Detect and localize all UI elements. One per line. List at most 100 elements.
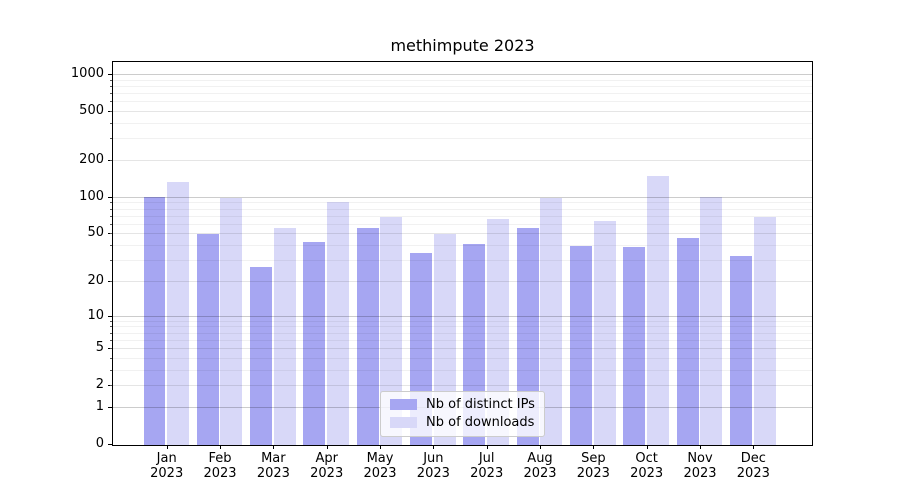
- bar-downloads: [700, 197, 723, 445]
- gridline-major: [113, 315, 812, 317]
- x-tick: [700, 445, 701, 449]
- bar-downloads: [540, 197, 563, 445]
- gridline-mid: [113, 280, 812, 282]
- x-tick-label: Nov 2023: [683, 451, 717, 481]
- bar-distinct-ips: [303, 242, 326, 445]
- x-tick-label: Jun 2023: [416, 451, 450, 481]
- x-tick-label: Mar 2023: [256, 451, 290, 481]
- chart-title: methimpute 2023: [390, 36, 535, 55]
- x-tick-label: Oct 2023: [630, 451, 664, 481]
- y-tick-minor: [109, 223, 112, 225]
- x-tick-label: Aug 2023: [523, 451, 557, 481]
- bar-downloads: [593, 221, 616, 445]
- y-tick-minor: [109, 215, 112, 217]
- gridline-minor: [113, 320, 812, 322]
- gridline-mid: [113, 111, 812, 113]
- y-tick-minor: [109, 79, 112, 81]
- gridline-minor: [113, 215, 812, 217]
- x-tick-label: Feb 2023: [203, 451, 237, 481]
- y-tick-minor: [109, 326, 112, 328]
- gridline-minor: [113, 369, 812, 371]
- y-tick-minor: [109, 159, 112, 161]
- x-tick-label: Dec 2023: [736, 451, 770, 481]
- bar-downloads: [167, 181, 189, 445]
- legend: Nb of distinct IPs Nb of downloads: [380, 391, 545, 437]
- y-tick-minor: [109, 332, 112, 334]
- gridline-minor: [113, 122, 812, 124]
- bar-downloads: [380, 216, 403, 445]
- y-tick: [108, 315, 112, 317]
- x-tick: [433, 445, 435, 449]
- bar-distinct-ips: [250, 266, 272, 445]
- y-tick-label: 5: [95, 340, 104, 356]
- bar-distinct-ips: [623, 247, 646, 445]
- x-tick: [753, 445, 755, 449]
- y-tick-minor: [109, 233, 112, 235]
- y-tick-label: 1000: [70, 65, 104, 81]
- gridline-minor: [113, 85, 812, 87]
- y-tick-minor: [109, 339, 112, 341]
- y-tick: [108, 196, 112, 198]
- y-tick-label: 500: [79, 103, 104, 119]
- bar-distinct-ips: [570, 246, 592, 445]
- gridline-minor: [113, 138, 812, 140]
- y-tick: [108, 73, 112, 75]
- legend-item-downloads: Nb of downloads: [390, 415, 535, 430]
- gridline-minor: [113, 326, 812, 328]
- bar-downloads: [327, 202, 349, 445]
- y-tick-label: 100: [79, 188, 104, 204]
- gridline-minor: [113, 101, 812, 103]
- bar-distinct-ips: [196, 234, 219, 445]
- gridline-minor: [113, 93, 812, 95]
- x-tick: [326, 445, 328, 449]
- y-tick: [108, 406, 112, 408]
- x-tick-label: May 2023: [363, 451, 397, 481]
- bar-downloads: [273, 228, 296, 445]
- y-tick-label: 1: [95, 398, 104, 414]
- x-tick: [273, 445, 275, 449]
- x-tick-label: Jan 2023: [150, 451, 184, 481]
- gridline-minor: [113, 202, 812, 204]
- bar-downloads: [220, 197, 243, 445]
- bar-distinct-ips: [676, 237, 699, 445]
- y-tick-label: 200: [79, 151, 104, 167]
- bar-distinct-ips: [516, 227, 539, 445]
- y-tick-minor: [109, 320, 112, 322]
- y-tick-minor: [109, 111, 112, 113]
- gridline-minor: [113, 339, 812, 341]
- x-tick-label: Apr 2023: [310, 451, 344, 481]
- bar-distinct-ips: [356, 227, 379, 445]
- y-tick-minor: [109, 208, 112, 210]
- y-tick-label: 0: [95, 436, 104, 451]
- gridline-mid: [113, 159, 812, 161]
- y-tick-minor: [109, 138, 112, 140]
- y-tick-minor: [109, 101, 112, 103]
- y-tick-label: 50: [87, 225, 104, 241]
- y-tick-minor: [109, 348, 112, 350]
- gridline-minor: [113, 79, 812, 81]
- x-tick: [593, 445, 595, 449]
- y-tick-minor: [109, 93, 112, 95]
- x-tick-label: Sep 2023: [576, 451, 610, 481]
- gridline-mid: [113, 385, 812, 387]
- y-tick-minor: [109, 122, 112, 124]
- y-tick-minor: [109, 85, 112, 87]
- y-tick-label: 10: [87, 307, 104, 323]
- gridline-mid: [113, 348, 812, 350]
- y-tick-label: 2: [95, 377, 104, 393]
- legend-label-distinct-ips: Nb of distinct IPs: [426, 397, 535, 412]
- gridline-minor: [113, 332, 812, 334]
- y-tick-minor: [109, 357, 112, 359]
- y-tick-minor: [109, 245, 112, 247]
- legend-swatch-downloads: [390, 417, 417, 428]
- gridline-minor: [113, 260, 812, 262]
- y-tick: [108, 444, 112, 445]
- legend-label-downloads: Nb of downloads: [426, 415, 535, 430]
- gridline-minor: [113, 245, 812, 247]
- plot-area: Nb of distinct IPs Nb of downloads: [112, 61, 813, 446]
- gridline-major: [113, 73, 812, 75]
- y-tick-minor: [109, 202, 112, 204]
- bar-downloads: [487, 219, 509, 445]
- gridline-minor: [113, 223, 812, 225]
